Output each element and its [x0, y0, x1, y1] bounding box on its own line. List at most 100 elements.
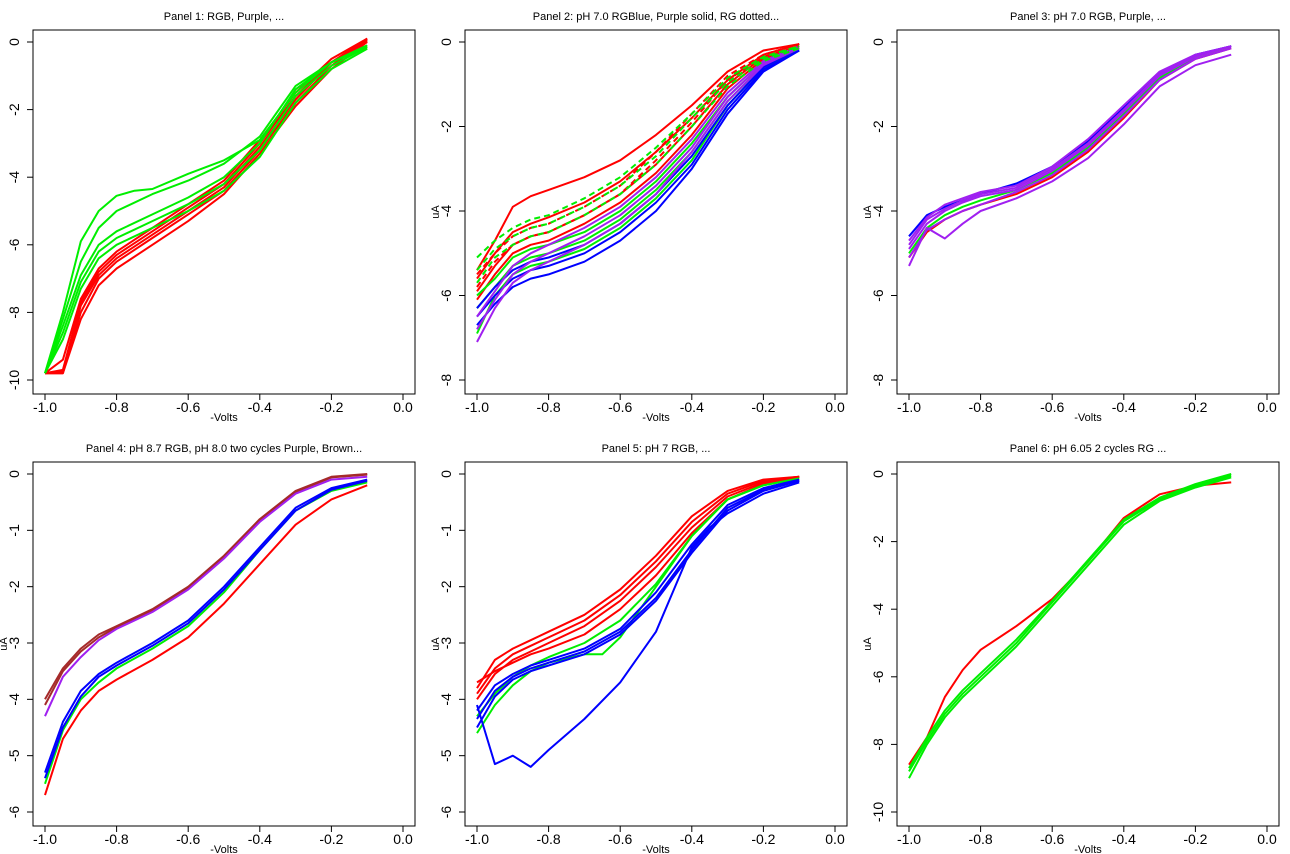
y-tick-label: -2	[870, 120, 886, 133]
panel-2: Panel 2: pH 7.0 RGBlue, Purple solid, RG…	[430, 11, 848, 424]
x-axis-label: -Volts	[642, 844, 670, 854]
panel-3: Panel 3: pH 7.0 RGB, Purple, ... -1.0 -0.8…	[862, 11, 1280, 424]
x-tick-label: -1.0	[897, 831, 921, 847]
panel-4: Panel 4: pH 8.7 RGB, pH 8.0 two cycles P…	[0, 443, 416, 854]
y-tick-label: -4	[870, 603, 886, 616]
y-tick-label: -5	[438, 749, 454, 762]
x-tick-label: -0.2	[319, 399, 343, 415]
y-tick-label: -2	[438, 120, 454, 133]
x-tick-label: -1.0	[465, 831, 489, 847]
plot-frame	[32, 29, 416, 395]
series-line-green	[44, 44, 368, 374]
y-tick-label: -1	[438, 524, 454, 537]
series-line-green	[476, 477, 800, 734]
x-tick-label: -0.8	[969, 399, 993, 415]
series-line-red	[44, 37, 368, 375]
panel-title: Panel 1: RGB, Purple, ...	[164, 11, 284, 23]
plot-frame	[896, 29, 1280, 395]
x-tick-label: -0.8	[969, 831, 993, 847]
panel-6: Panel 6: pH 6.05 2 cycles RG ... -1.0 -0.8…	[862, 443, 1280, 854]
y-tick-label: -6	[870, 670, 886, 683]
series-line-red	[476, 475, 800, 695]
series-line-red	[44, 484, 368, 796]
panel-title: Panel 3: pH 7.0 RGB, Purple, ...	[1010, 11, 1166, 23]
x-axis-label: -Volts	[1074, 844, 1102, 854]
series-line-red	[45, 41, 368, 375]
series-line-green	[44, 46, 368, 374]
y-tick-label: -3	[438, 637, 454, 650]
series-line-purple	[44, 475, 368, 717]
x-tick-label: -1.0	[465, 399, 489, 415]
series-line-green	[908, 473, 1232, 769]
series-line-green	[908, 474, 1232, 772]
y-tick-label: -8	[870, 374, 886, 387]
y-tick-label: -10	[870, 802, 886, 822]
series-line-purple	[908, 53, 1232, 267]
series-line-purple	[908, 45, 1232, 250]
x-tick-label: -1.0	[33, 831, 57, 847]
x-tick-label: -1.0	[897, 399, 921, 415]
series-line-green	[476, 47, 800, 284]
panel-title: Panel 5: pH 7 RGB, ...	[602, 443, 711, 455]
y-tick-label: -6	[6, 238, 22, 251]
panel-1: Panel 1: RGB, Purple, ... -1.0 -0.8 -0.6 -0.…	[6, 11, 416, 424]
series-line-red	[476, 475, 800, 684]
series-line-green	[44, 44, 368, 374]
y-tick-label: -2	[438, 580, 454, 593]
y-tick-label: -4	[438, 205, 454, 218]
series-line-blue	[476, 479, 800, 720]
x-tick-label: -0.2	[751, 399, 775, 415]
y-tick-label: 0	[6, 38, 22, 46]
series-line-red	[476, 475, 800, 689]
x-axis-label: -Volts	[642, 412, 670, 424]
x-tick-label: 0.0	[825, 831, 845, 847]
y-tick-label: -6	[438, 289, 454, 302]
series-line-blue	[44, 479, 368, 779]
x-tick-label: 0.0	[393, 399, 413, 415]
series-line-purple	[908, 47, 1232, 259]
x-tick-label: -0.6	[176, 831, 200, 847]
y-tick-label: -1	[6, 524, 22, 537]
plot-frame	[464, 29, 848, 395]
x-tick-label: -0.2	[751, 831, 775, 847]
y-tick-label: 0	[870, 38, 886, 46]
y-axis-label: uA	[430, 637, 442, 651]
y-tick-label: 0	[870, 470, 886, 478]
y-tick-label: 0	[6, 470, 22, 478]
plot-frame	[464, 461, 848, 827]
x-tick-label: -0.6	[608, 399, 632, 415]
series-line-green	[476, 477, 800, 717]
x-tick-label: -0.6	[1040, 399, 1064, 415]
x-axis-label: -Volts	[1074, 412, 1102, 424]
series-line-green	[44, 481, 368, 785]
panel-title: Panel 4: pH 8.7 RGB, pH 8.0 two cycles P…	[86, 443, 362, 455]
y-tick-label: 0	[438, 38, 454, 46]
x-tick-label: -0.8	[105, 831, 129, 847]
x-tick-label: -0.6	[176, 399, 200, 415]
y-axis-label: uA	[430, 205, 442, 219]
y-tick-label: -8	[6, 306, 22, 319]
series-line-blue	[476, 481, 800, 768]
x-tick-label: 0.0	[1257, 399, 1277, 415]
x-tick-label: -0.8	[537, 831, 561, 847]
x-axis-label: -Volts	[210, 412, 238, 424]
x-tick-label: -0.8	[105, 399, 129, 415]
x-tick-label: -0.2	[1183, 399, 1207, 415]
series-line-blue	[908, 45, 1232, 237]
series-line-green	[44, 47, 368, 374]
series-line-brown	[44, 473, 368, 706]
y-tick-label: -2	[870, 535, 886, 548]
x-tick-label: 0.0	[393, 831, 413, 847]
plot-frame	[32, 461, 416, 827]
panel-5: Panel 5: pH 7 RGB, ... -1.0 -0.8 -0.6 -0.4 -0…	[430, 443, 848, 854]
y-axis-label: uA	[862, 205, 874, 219]
y-tick-label: -4	[870, 205, 886, 218]
series-line-purple	[476, 45, 800, 318]
y-tick-label: -8	[438, 374, 454, 387]
series-line-red	[476, 43, 800, 271]
x-tick-label: -1.0	[33, 399, 57, 415]
y-tick-label: -6	[438, 806, 454, 819]
y-axis-label: uA	[862, 637, 874, 651]
panel-title: Panel 2: pH 7.0 RGBlue, Purple solid, RG…	[533, 11, 779, 23]
